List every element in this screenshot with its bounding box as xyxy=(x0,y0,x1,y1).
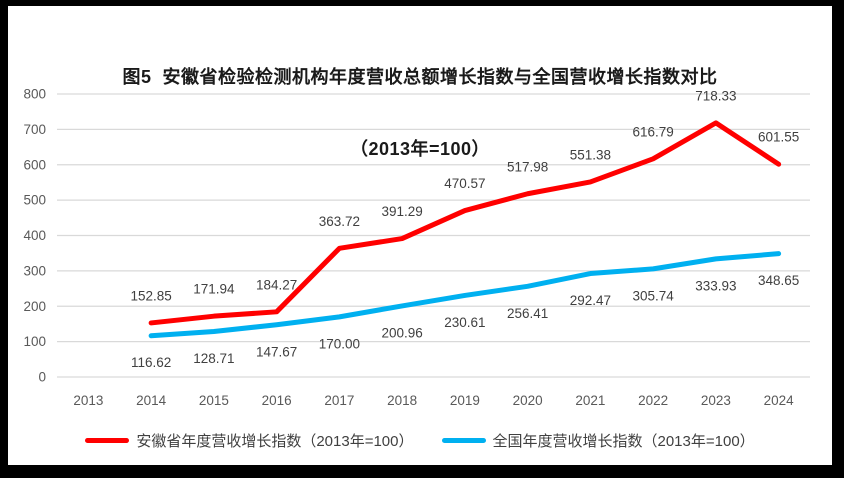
chart-title: 图5 安徽省检验检测机构年度营收总额增长指数与全国营收增长指数对比 （2013年… xyxy=(8,17,832,209)
x-axis-tick-label: 2024 xyxy=(764,393,795,408)
y-axis-tick-label: 100 xyxy=(23,334,46,349)
data-label-national: 256.41 xyxy=(507,306,548,321)
chart-title-line2: （2013年=100） xyxy=(349,139,491,159)
data-label-national: 333.93 xyxy=(695,278,736,293)
data-label-anhui: 470.57 xyxy=(444,176,485,191)
data-label-anhui: 171.94 xyxy=(193,282,235,297)
y-axis-tick-label: 700 xyxy=(23,122,46,137)
y-axis-tick-label: 400 xyxy=(23,228,46,243)
data-label-national: 147.67 xyxy=(256,344,297,359)
y-axis-tick-label: 500 xyxy=(23,193,46,208)
data-label-national: 200.96 xyxy=(381,325,422,340)
y-axis-tick-label: 800 xyxy=(23,87,46,102)
data-label-national: 170.00 xyxy=(319,336,360,351)
legend-label-anhui: 安徽省年度营收增长指数（2013年=100） xyxy=(136,433,414,450)
x-axis-tick-label: 2017 xyxy=(324,393,354,408)
x-axis-tick-label: 2014 xyxy=(136,393,167,408)
legend: 安徽省年度营收增长指数（2013年=100） 全国年度营收增长指数（2013年=… xyxy=(8,430,832,451)
series-line-anhui xyxy=(148,120,782,326)
x-axis-tick-label: 2021 xyxy=(575,393,605,408)
y-axis-tick-label: 0 xyxy=(38,370,46,385)
data-label-anhui: 152.85 xyxy=(130,288,171,303)
data-label-national: 128.71 xyxy=(193,351,234,366)
x-axis-tick-label: 2016 xyxy=(262,393,292,408)
data-label-anhui: 184.27 xyxy=(256,277,297,292)
data-label-anhui: 391.29 xyxy=(381,204,422,219)
line-chart-plot: 0 100 200 300 400 500 600 700 800 2013 2014 2015 201… xyxy=(23,87,810,408)
y-axis-tick-label: 200 xyxy=(23,299,46,314)
x-axis-tick-label: 2022 xyxy=(638,393,668,408)
x-axis-tick-label: 2018 xyxy=(387,393,417,408)
chart-canvas: 图5 安徽省检验检测机构年度营收总额增长指数与全国营收增长指数对比 （2013年… xyxy=(8,6,832,465)
chart-title-line1: 图5 安徽省检验检测机构年度营收总额增长指数与全国营收增长指数对比 xyxy=(122,67,718,87)
data-label-national: 116.62 xyxy=(131,355,171,370)
data-label-national: 305.74 xyxy=(632,288,674,303)
data-label-national: 348.65 xyxy=(758,273,799,288)
y-axis-tick-label: 300 xyxy=(23,263,46,278)
data-label-anhui: 517.98 xyxy=(507,159,548,174)
data-label-anhui: 601.55 xyxy=(758,130,799,145)
legend-line-marker-anhui xyxy=(85,438,130,443)
x-axis-tick-label: 2023 xyxy=(701,393,731,408)
x-axis-tick-label: 2019 xyxy=(450,393,480,408)
x-axis-tick-label: 2020 xyxy=(513,393,543,408)
legend-item-anhui[interactable]: 安徽省年度营收增长指数（2013年=100） xyxy=(85,430,414,451)
x-axis-tick-label: 2013 xyxy=(73,393,103,408)
series-line-national xyxy=(148,251,782,339)
data-label-anhui: 551.38 xyxy=(570,147,611,162)
x-axis-tick-label: 2015 xyxy=(199,393,229,408)
data-label-national: 292.47 xyxy=(570,293,611,308)
legend-item-national[interactable]: 全国年度营收增长指数（2013年=100） xyxy=(441,430,755,451)
data-label-national: 230.61 xyxy=(444,315,485,330)
data-label-anhui: 363.72 xyxy=(319,214,360,229)
legend-line-marker-national xyxy=(441,438,486,443)
y-axis-tick-label: 600 xyxy=(23,157,46,172)
data-label-anhui: 616.79 xyxy=(632,124,673,139)
legend-label-national: 全国年度营收增长指数（2013年=100） xyxy=(492,433,755,450)
data-label-anhui: 718.33 xyxy=(695,88,736,103)
